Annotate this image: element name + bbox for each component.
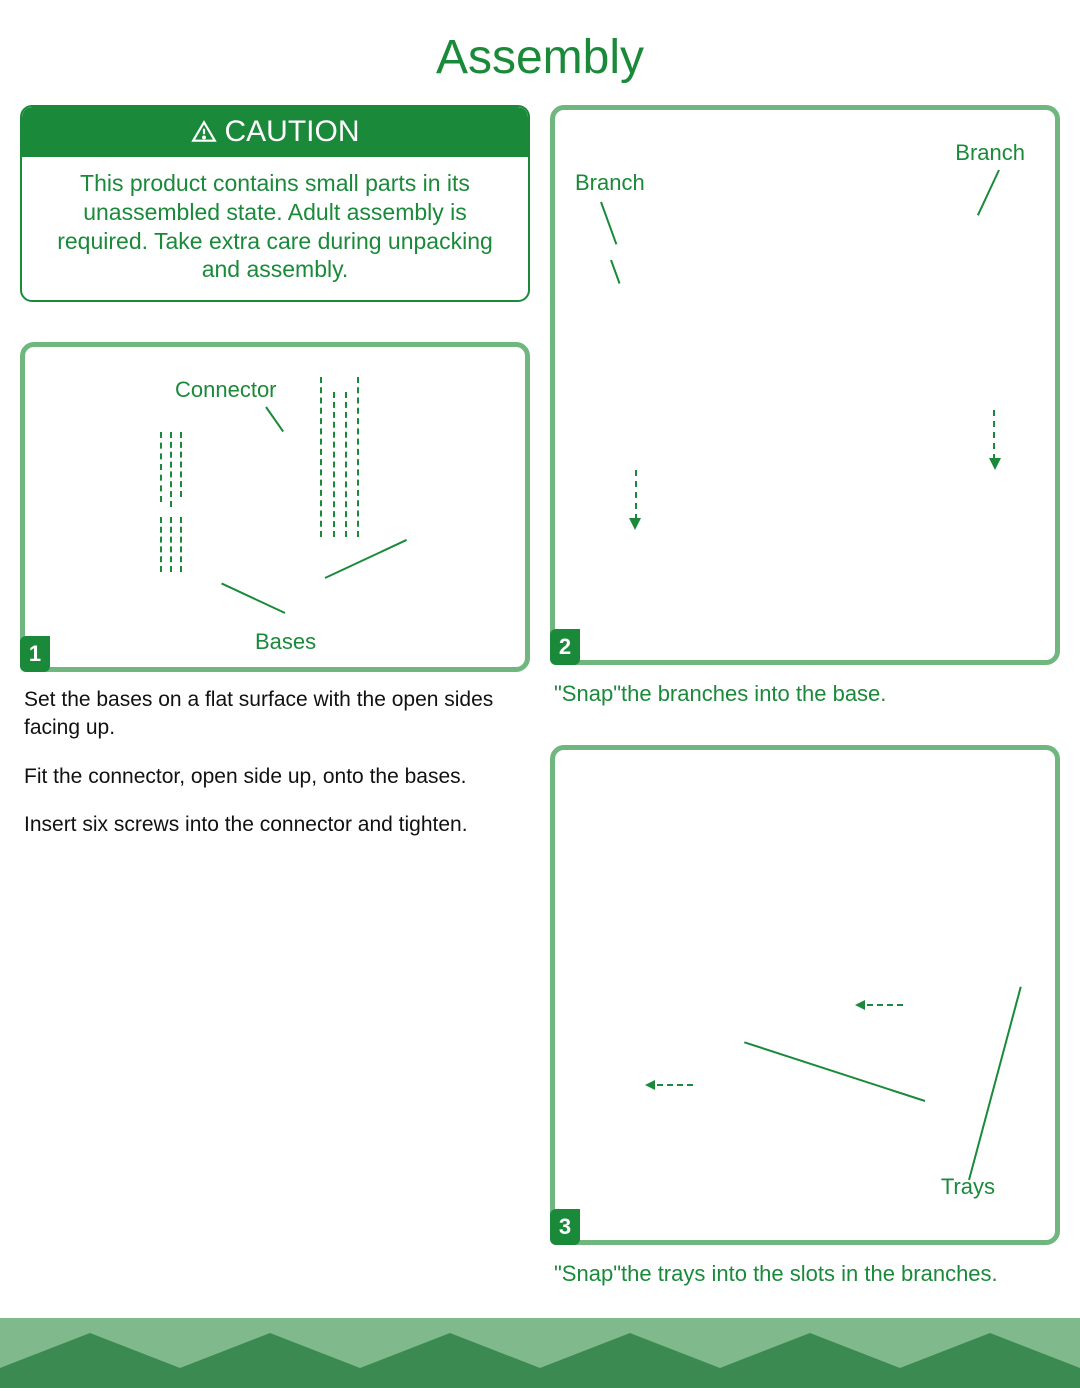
step-badge-2: 2 <box>550 629 580 665</box>
warning-icon <box>191 119 217 145</box>
footer-decoration <box>0 1318 1080 1388</box>
content-columns: CAUTION This product contains small part… <box>0 105 1080 1294</box>
right-column: Branch Branch 2 "Snap"the branches into … <box>550 105 1060 1294</box>
label-bases: Bases <box>255 629 316 655</box>
step1-caption-line1: Set the bases on a flat surface with the… <box>24 686 526 743</box>
left-column: CAUTION This product contains small part… <box>20 105 530 1294</box>
label-branch-right: Branch <box>955 140 1025 166</box>
step-badge-3: 3 <box>550 1209 580 1245</box>
diagram-step-3: Trays 3 <box>550 745 1060 1245</box>
caution-body: This product contains small parts in its… <box>22 157 528 300</box>
caution-title: CAUTION <box>225 115 360 149</box>
page-title: Assembly <box>0 0 1080 105</box>
diagram-step-1: Connector Bases 1 <box>20 342 530 672</box>
label-connector: Connector <box>175 377 277 403</box>
caution-header: CAUTION <box>22 107 528 157</box>
diagram-step-2: Branch Branch 2 <box>550 105 1060 665</box>
step-badge-1: 1 <box>20 636 50 672</box>
step1-caption-line3: Insert six screws into the connector and… <box>24 811 526 839</box>
caution-box: CAUTION This product contains small part… <box>20 105 530 302</box>
step3-caption: "Snap"the trays into the slots in the br… <box>554 1259 1056 1289</box>
step1-caption-line2: Fit the connector, open side up, onto th… <box>24 763 526 791</box>
step2-caption: "Snap"the branches into the base. <box>554 679 1056 709</box>
label-branch-left: Branch <box>575 170 645 196</box>
